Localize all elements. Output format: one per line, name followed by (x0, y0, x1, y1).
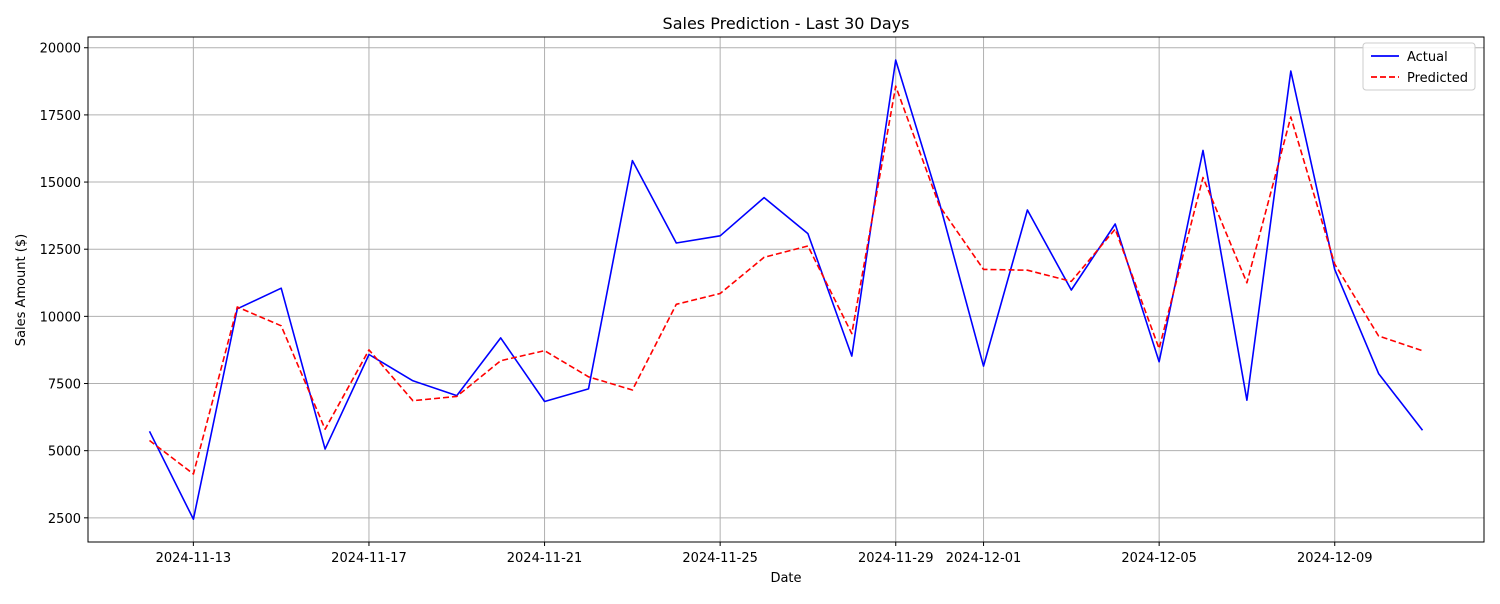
series-lines (148, 59, 1424, 521)
chart-title: Sales Prediction - Last 30 Days (663, 14, 910, 33)
grid (88, 37, 1484, 542)
y-tick-label: 7500 (48, 378, 81, 393)
x-tick-label: 2024-12-01 (946, 551, 1022, 566)
series-line-predicted (149, 85, 1423, 475)
y-tick-label: 5000 (48, 445, 81, 460)
y-tick-label: 10000 (40, 310, 81, 325)
y-tick-label: 20000 (40, 42, 81, 57)
series-line-actual (148, 59, 1424, 521)
x-axis-ticks: 2024-11-13 2024-11-17 2024-11-21 2024-11-25… (156, 542, 1373, 566)
x-tick-label: 2024-12-09 (1297, 551, 1373, 566)
x-tick-label: 2024-11-29 (858, 551, 934, 566)
y-axis-label: Sales Amount ($) (14, 234, 29, 346)
legend: Actual Predicted (1362, 42, 1476, 91)
legend-label-actual: Actual (1407, 50, 1448, 65)
y-tick-label: 12500 (40, 243, 81, 258)
y-axis-ticks: 2500 5000 7500 10000 12500 15000 17500 20000 (40, 42, 88, 527)
x-tick-label: 2024-11-13 (156, 551, 232, 566)
legend-box (1362, 42, 1476, 91)
x-axis-label: Date (770, 571, 801, 586)
x-tick-label: 2024-11-21 (507, 551, 583, 566)
plot-frame (87, 36, 1485, 543)
y-tick-label: 15000 (40, 176, 81, 191)
y-tick-label: 17500 (40, 109, 81, 124)
legend-label-predicted: Predicted (1407, 71, 1468, 86)
x-tick-label: 2024-12-05 (1121, 551, 1197, 566)
y-tick-label: 2500 (48, 512, 81, 527)
x-tick-label: 2024-11-25 (682, 551, 758, 566)
x-tick-label: 2024-11-17 (331, 551, 407, 566)
